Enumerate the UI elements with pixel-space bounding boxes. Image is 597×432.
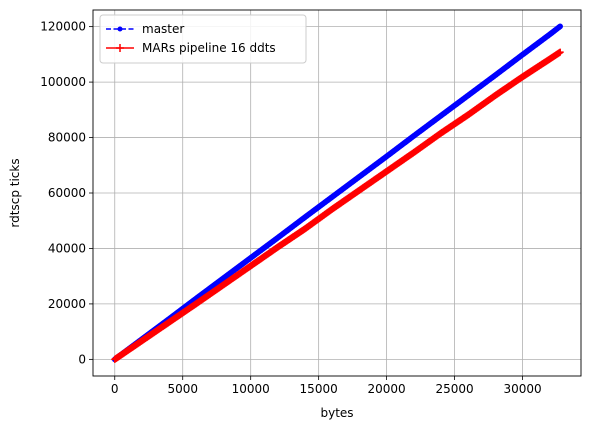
x-tick-label: 5000 [167, 382, 198, 396]
x-tick-label: 20000 [368, 382, 406, 396]
y-axis-label: rdtscp ticks [8, 158, 22, 227]
legend-mars-label: MARs pipeline 16 ddts [142, 41, 276, 55]
series-layer [111, 23, 564, 363]
legend: master MARs pipeline 16 ddts [99, 14, 307, 64]
x-tick-label: 30000 [503, 382, 541, 396]
x-tick-label: 10000 [232, 382, 270, 396]
y-tick-label: 0 [78, 352, 86, 366]
x-tick-label: 0 [111, 382, 119, 396]
y-tick-label: 100000 [40, 75, 86, 89]
series-line [113, 50, 562, 362]
y-tick-label: 80000 [48, 131, 86, 145]
legend-master-marker [117, 26, 123, 32]
y-tick-label: 60000 [48, 186, 86, 200]
legend-box [99, 14, 307, 64]
ticks: 0 5000 10000 15000 20000 25000 30000 0 20000 4000… [40, 20, 541, 396]
legend-mars-marker [116, 44, 124, 52]
legend-master-label: master [142, 22, 184, 36]
y-tick-label: 40000 [48, 241, 86, 255]
series-mars-pipeline [111, 48, 564, 363]
series-line [113, 24, 562, 362]
y-tick-label: 120000 [40, 20, 86, 34]
y-tick-label: 20000 [48, 297, 86, 311]
x-axis-label: bytes [320, 406, 353, 420]
x-tick-label: 25000 [435, 382, 473, 396]
x-tick-label: 15000 [300, 382, 338, 396]
